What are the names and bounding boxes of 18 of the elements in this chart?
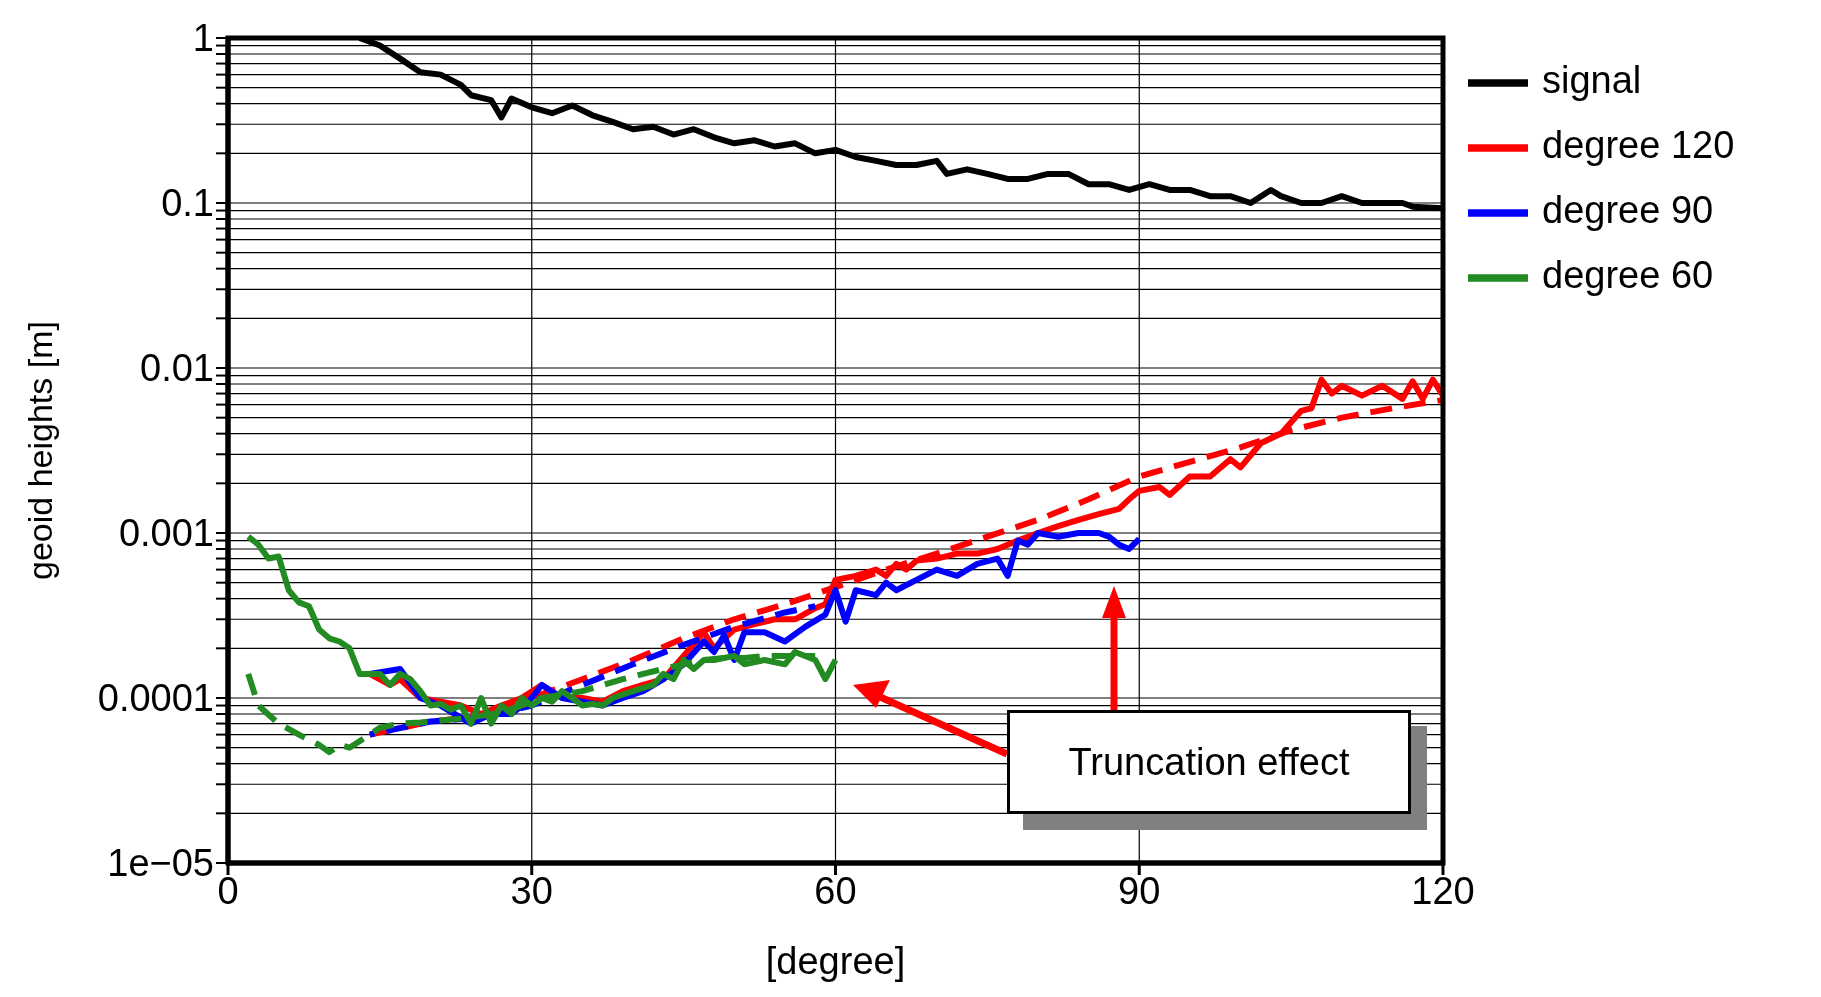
- x-tick-label: 60: [814, 869, 857, 912]
- y-tick-label: 0.0001: [97, 677, 214, 720]
- y-tick-label: 0.01: [140, 347, 214, 390]
- legend-label: degree 90: [1542, 188, 1714, 231]
- legend-label: signal: [1542, 59, 1642, 101]
- y-tick-label: 1: [192, 17, 214, 60]
- x-tick-label: 90: [1118, 869, 1161, 912]
- y-tick-label: 1e−05: [107, 842, 214, 885]
- legend-label: degree 60: [1542, 253, 1714, 296]
- legend-label: degree 120: [1542, 123, 1735, 166]
- x-tick-label: 0: [217, 869, 239, 912]
- y-tick-label: 0.1: [161, 182, 214, 225]
- x-axis-title: [degree]: [765, 940, 906, 982]
- y-axis-title: geoid heights [m]: [21, 321, 60, 580]
- annotation: Truncation effect: [1007, 710, 1411, 814]
- x-tick-label: 120: [1411, 869, 1475, 912]
- y-tick-label: 0.001: [118, 512, 214, 555]
- x-tick-label: 30: [510, 869, 553, 912]
